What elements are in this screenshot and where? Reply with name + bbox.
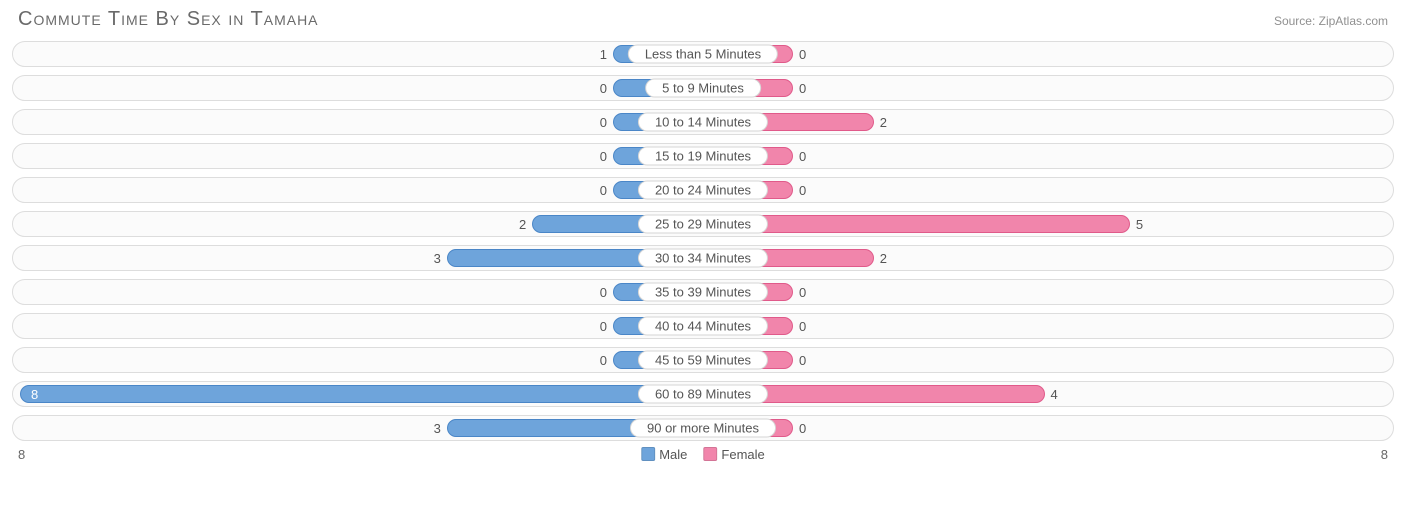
female-value: 0 [793,353,812,368]
male-value: 0 [594,115,613,130]
legend-label-male: Male [659,447,687,462]
category-label: 30 to 34 Minutes [638,249,768,268]
axis-right-max: 8 [1381,447,1388,462]
male-half: 3 [13,416,703,440]
male-half: 0 [13,314,703,338]
male-value: 0 [594,285,613,300]
chart-row: 3 2 30 to 34 Minutes [12,245,1394,271]
chart-header: Commute Time By Sex in Tamaha Source: Zi… [0,0,1406,35]
female-value: 0 [793,47,812,62]
chart-row: 0 0 35 to 39 Minutes [12,279,1394,305]
diverging-bar-chart: 1 0 Less than 5 Minutes 0 0 5 to 9 Minutes 0 2 1… [0,35,1406,441]
female-half: 0 [703,144,1393,168]
chart-row: 0 0 15 to 19 Minutes [12,143,1394,169]
chart-row: 0 0 40 to 44 Minutes [12,313,1394,339]
source-name: ZipAtlas.com [1319,14,1388,28]
category-label: 10 to 14 Minutes [638,113,768,132]
legend-swatch-female [703,447,717,461]
male-bar: 8 [20,385,703,403]
chart-row: 3 0 90 or more Minutes [12,415,1394,441]
female-half: 0 [703,348,1393,372]
axis-left-max: 8 [18,447,25,462]
male-value: 0 [594,149,613,164]
chart-row: 0 2 10 to 14 Minutes [12,109,1394,135]
female-half: 0 [703,42,1393,66]
male-value: 8 [23,387,46,402]
male-value: 0 [594,183,613,198]
category-label: 60 to 89 Minutes [638,385,768,404]
category-label: 5 to 9 Minutes [645,79,761,98]
male-half: 0 [13,280,703,304]
female-half: 0 [703,178,1393,202]
female-value: 0 [793,183,812,198]
male-half: 3 [13,246,703,270]
source-label: Source: [1274,14,1315,28]
female-half: 2 [703,110,1393,134]
chart-row: 1 0 Less than 5 Minutes [12,41,1394,67]
female-value: 2 [874,115,893,130]
female-value: 0 [793,81,812,96]
chart-source: Source: ZipAtlas.com [1274,14,1388,28]
category-label: 90 or more Minutes [630,419,776,438]
female-half: 4 [703,382,1393,406]
legend-label-female: Female [721,447,764,462]
male-value: 3 [428,251,447,266]
chart-row: 0 0 5 to 9 Minutes [12,75,1394,101]
category-label: 15 to 19 Minutes [638,147,768,166]
chart-row: 2 5 25 to 29 Minutes [12,211,1394,237]
female-half: 0 [703,416,1393,440]
male-value: 0 [594,353,613,368]
x-axis: 8 Male Female 8 [0,447,1406,462]
category-label: Less than 5 Minutes [628,45,778,64]
female-half: 0 [703,314,1393,338]
female-value: 0 [793,421,812,436]
category-label: 25 to 29 Minutes [638,215,768,234]
male-value: 3 [428,421,447,436]
chart-row: 8 4 60 to 89 Minutes [12,381,1394,407]
legend-swatch-male [641,447,655,461]
female-half: 0 [703,280,1393,304]
male-value: 1 [594,47,613,62]
chart-row: 0 0 20 to 24 Minutes [12,177,1394,203]
male-value: 0 [594,319,613,334]
legend-item-male: Male [641,447,687,462]
female-value: 0 [793,319,812,334]
category-label: 40 to 44 Minutes [638,317,768,336]
female-half: 0 [703,76,1393,100]
male-value: 0 [594,81,613,96]
category-label: 35 to 39 Minutes [638,283,768,302]
female-half: 2 [703,246,1393,270]
legend-item-female: Female [703,447,764,462]
male-half: 1 [13,42,703,66]
female-value: 5 [1130,217,1149,232]
male-half: 0 [13,348,703,372]
male-half: 0 [13,144,703,168]
female-value: 0 [793,149,812,164]
male-half: 0 [13,178,703,202]
male-half: 2 [13,212,703,236]
female-value: 4 [1045,387,1064,402]
legend: Male Female [641,447,765,462]
male-value: 2 [513,217,532,232]
male-half: 0 [13,76,703,100]
category-label: 45 to 59 Minutes [638,351,768,370]
chart-title: Commute Time By Sex in Tamaha [18,8,319,31]
male-half: 0 [13,110,703,134]
female-value: 2 [874,251,893,266]
category-label: 20 to 24 Minutes [638,181,768,200]
female-half: 5 [703,212,1393,236]
male-half: 8 [13,382,703,406]
chart-row: 0 0 45 to 59 Minutes [12,347,1394,373]
female-value: 0 [793,285,812,300]
